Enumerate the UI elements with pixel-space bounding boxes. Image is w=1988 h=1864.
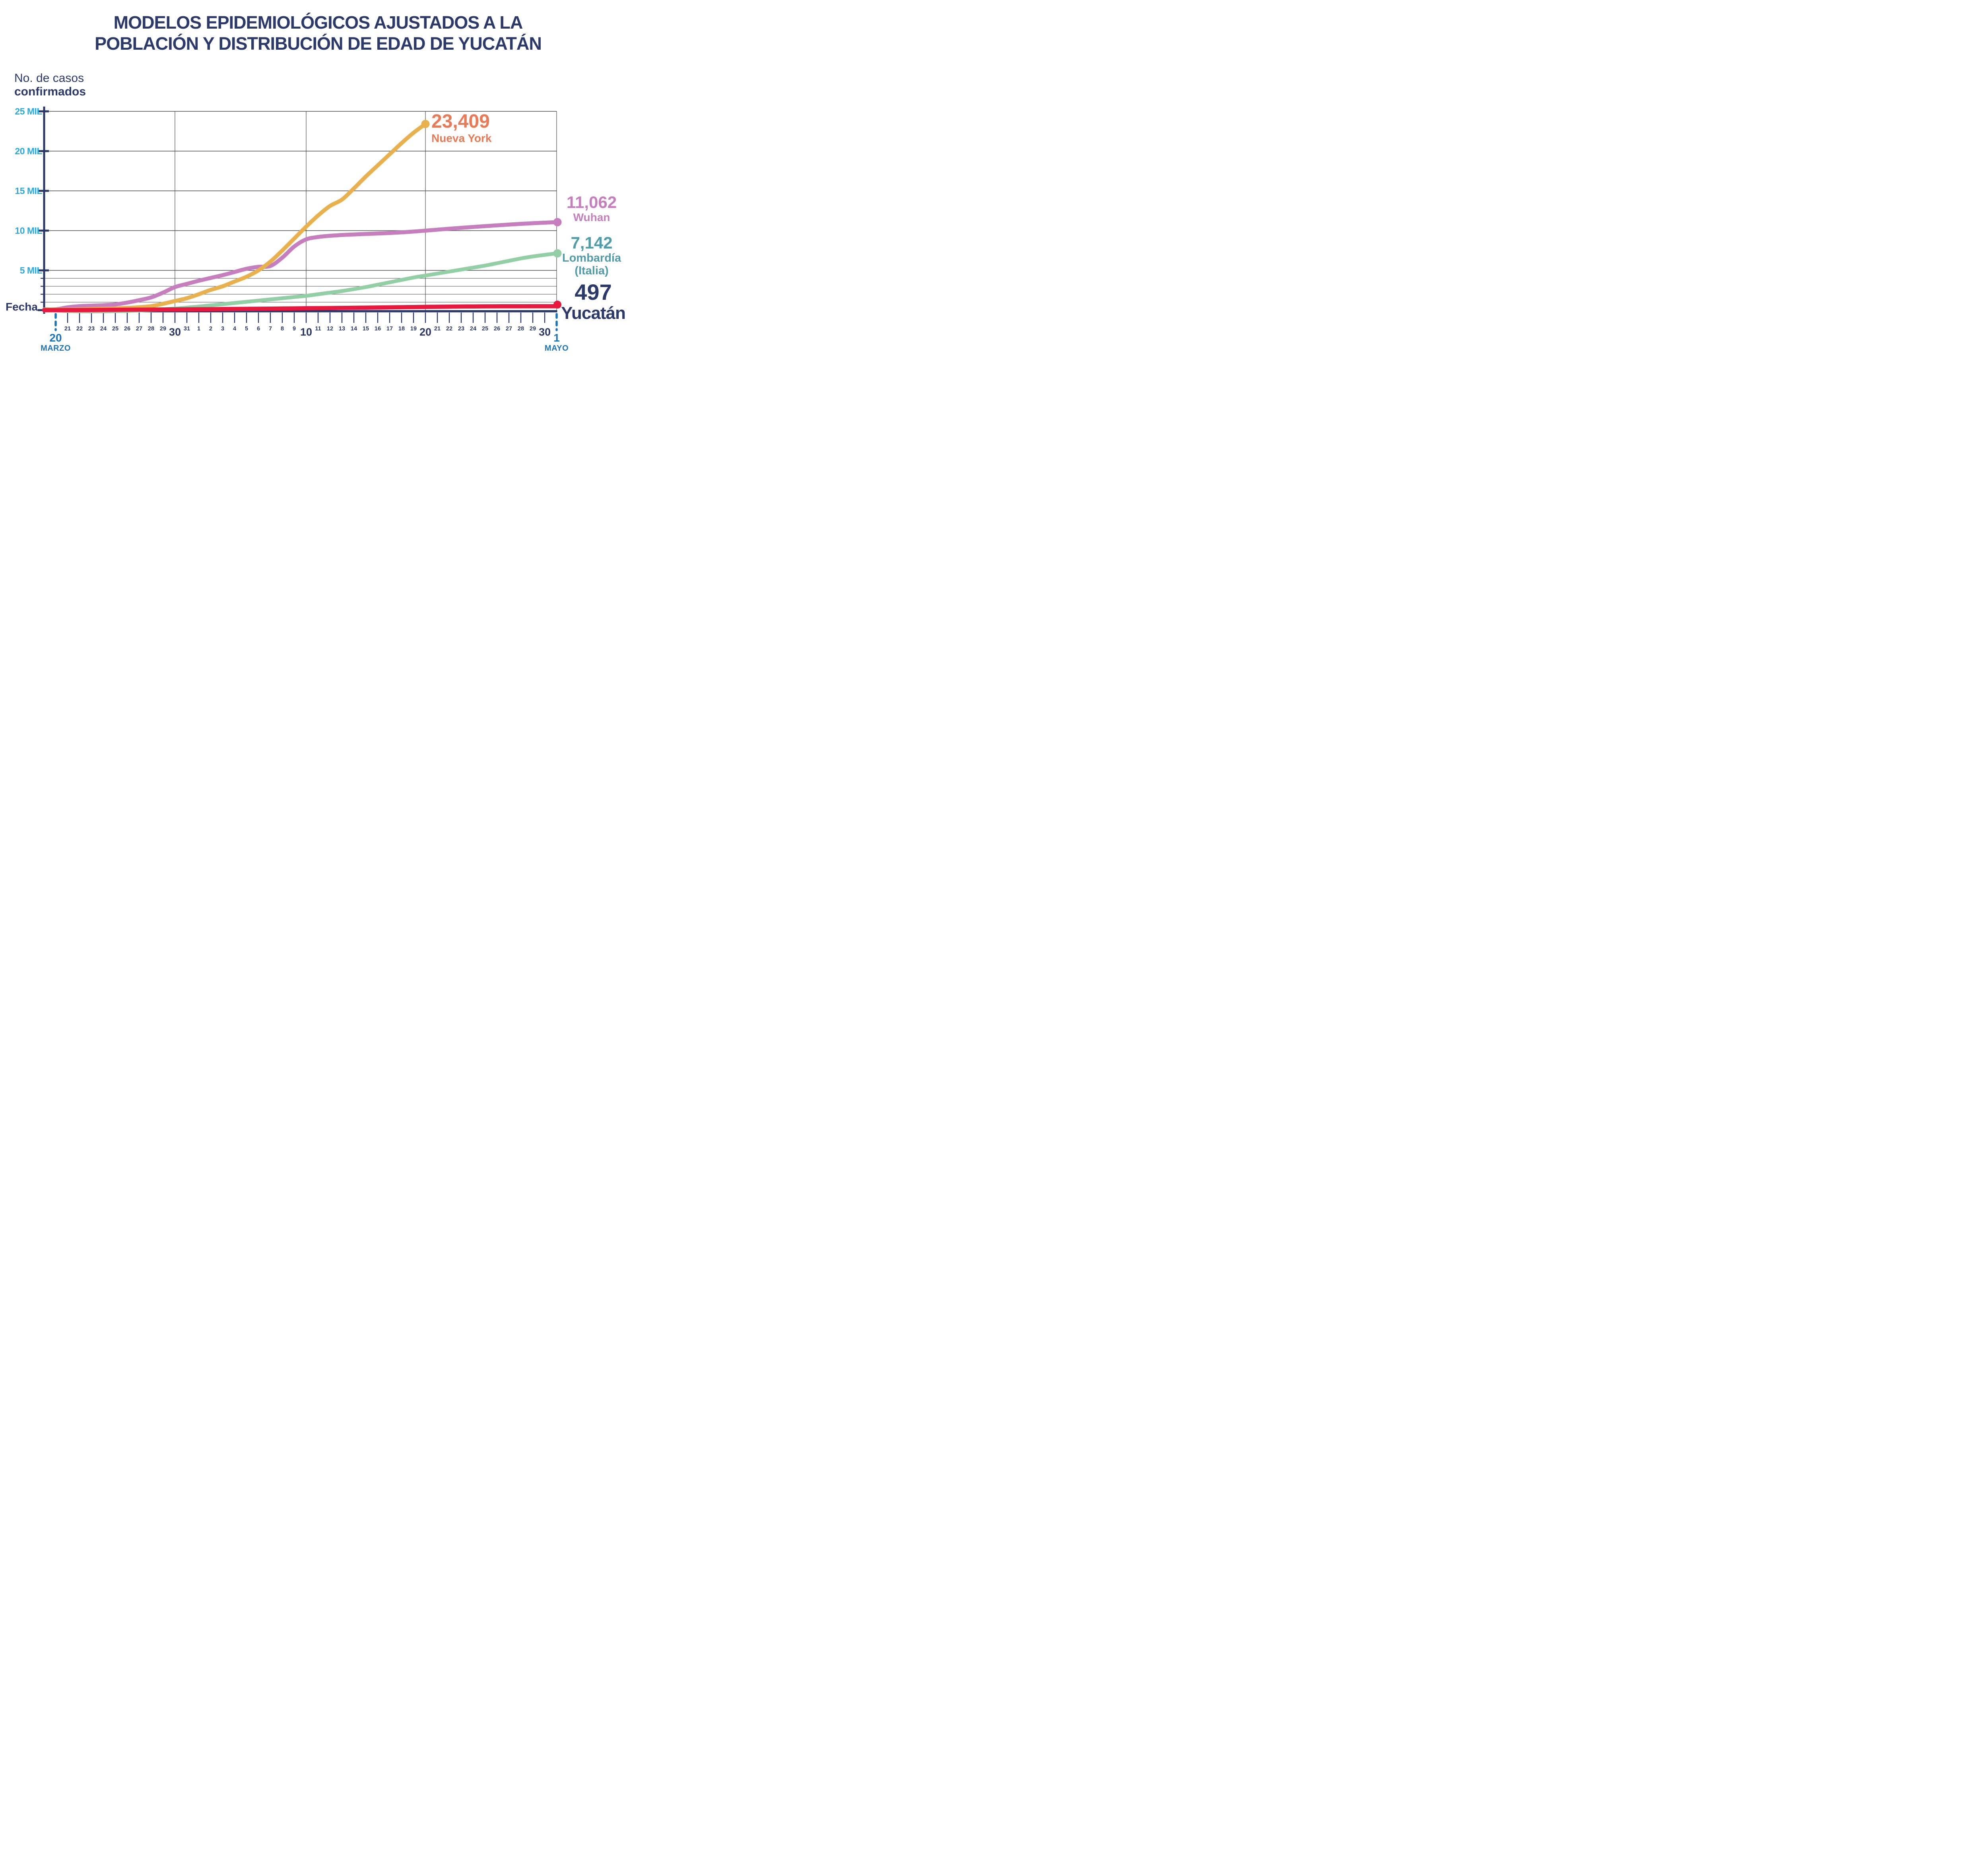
name-lombardia: Lombardía <box>562 252 621 264</box>
day-label-small: 17 <box>386 326 393 332</box>
day-label-small: 8 <box>281 326 284 332</box>
day-label-small: 25 <box>482 326 488 332</box>
day-label-small: 4 <box>233 326 236 332</box>
x-axis-title: Fecha <box>6 301 38 313</box>
day-label-small: 25 <box>112 326 118 332</box>
day-label-small: 6 <box>257 326 260 332</box>
day-label-small: 29 <box>530 326 536 332</box>
value-wuhan: 11,062 <box>566 193 617 212</box>
name-wuhan: Wuhan <box>573 211 610 223</box>
y-tick-major <box>38 150 49 152</box>
day-label-small: 14 <box>351 326 357 332</box>
day-label-small: 22 <box>446 326 452 332</box>
y-tick-major <box>38 269 49 272</box>
y-tick-label: 25 MIL <box>15 106 42 116</box>
y-axis-title-line1: No. de casos <box>14 72 84 85</box>
curve-nueva-york <box>42 122 427 312</box>
x-start-day: 20 <box>49 332 62 344</box>
chart-title: MODELOS EPIDEMIOLÓGICOS AJUSTADOS A LA P… <box>0 12 636 54</box>
day-label-small: 26 <box>124 326 130 332</box>
y-tick-major <box>38 110 49 113</box>
y-tick-label: 20 MIL <box>15 146 42 156</box>
curve-wuhan <box>42 220 559 312</box>
day-label-small: 21 <box>434 326 441 332</box>
endpoint-nueva-york <box>421 120 430 128</box>
day-label-small: 26 <box>494 326 500 332</box>
x-end-month: MAYO <box>544 344 569 353</box>
x-end-date: 1 MAYO <box>533 332 580 353</box>
day-label-small: 1 <box>197 326 200 332</box>
day-label-small: 21 <box>64 326 71 332</box>
day-label-big: 30 <box>539 326 551 338</box>
name-lombardia-sub: (Italia) <box>575 264 609 277</box>
day-label-small: 23 <box>88 326 95 332</box>
label-yucatan: 497 Yucatán <box>557 281 629 323</box>
day-label-small: 31 <box>184 326 190 332</box>
endpoint-lombardia <box>553 249 562 258</box>
day-label-small: 24 <box>470 326 476 332</box>
day-label-small: 13 <box>339 326 345 332</box>
curve-yucatan <box>42 304 559 313</box>
day-label-small: 2 <box>209 326 212 332</box>
x-start-month: MARZO <box>41 344 71 353</box>
x-end-day: 1 <box>553 332 560 344</box>
day-label-small: 28 <box>518 326 524 332</box>
day-label-small: 18 <box>398 326 405 332</box>
y-tick-minor <box>41 301 44 303</box>
y-tick-major <box>38 229 49 232</box>
x-axis-line <box>43 310 557 313</box>
day-label-small: 19 <box>410 326 417 332</box>
day-label-small: 28 <box>148 326 154 332</box>
day-label-big: 30 <box>169 326 181 338</box>
y-axis-title: No. de casos confirmados <box>14 72 86 99</box>
infographic-canvas: MODELOS EPIDEMIOLÓGICOS AJUSTADOS A LA P… <box>0 0 636 373</box>
day-label-small: 23 <box>458 326 464 332</box>
value-lombardia: 7,142 <box>571 233 613 252</box>
y-axis-title-line2: confirmados <box>14 85 86 98</box>
day-label-small: 15 <box>363 326 369 332</box>
y-tick-minor <box>41 285 44 287</box>
label-wuhan: 11,062 Wuhan <box>556 193 627 223</box>
day-label-small: 7 <box>269 326 272 332</box>
y-tick-label: 10 MIL <box>15 225 42 236</box>
day-label-small: 27 <box>506 326 512 332</box>
day-label-small: 24 <box>100 326 107 332</box>
day-label-small: 5 <box>245 326 248 332</box>
endpoint-wuhan <box>553 218 562 227</box>
y-tick-label: 15 MIL <box>15 186 42 196</box>
x-start-date: 20 MARZO <box>32 332 80 353</box>
y-tick-minor <box>41 278 44 279</box>
y-tick-minor <box>41 293 44 295</box>
value-yucatan: 497 <box>575 280 612 305</box>
day-label-big: 10 <box>300 326 312 338</box>
name-yucatan: Yucatán <box>561 303 626 323</box>
day-label-small: 29 <box>160 326 166 332</box>
day-label-small: 11 <box>315 326 321 332</box>
day-label-small: 3 <box>221 326 224 332</box>
chart-title-line1: MODELOS EPIDEMIOLÓGICOS AJUSTADOS A LA <box>113 12 523 33</box>
y-tick-label: 5 MIL <box>20 265 43 276</box>
chart-title-line2: POBLACIÓN Y DISTRIBUCIÓN DE EDAD DE YUCA… <box>95 33 542 54</box>
day-label-small: 16 <box>375 326 381 332</box>
y-axis-line <box>43 107 45 314</box>
day-label-small: 27 <box>136 326 142 332</box>
day-label-small: 12 <box>327 326 333 332</box>
value-nueva-york: 23,409 <box>431 111 490 132</box>
chart-plot: 21 22 23 24 25 26 27 28 29 30 31 1 2 3 4 5 6 7 8 9 10 11 12 13 1… <box>15 106 562 338</box>
day-label-big: 20 <box>419 326 431 338</box>
y-tick-major <box>38 190 49 192</box>
label-nueva-york: 23,409 Nueva York <box>431 111 492 145</box>
day-label-small: 22 <box>76 326 83 332</box>
name-nueva-york: Nueva York <box>431 132 492 144</box>
day-label-small: 9 <box>293 326 296 332</box>
label-lombardia: 7,142 Lombardía (Italia) <box>554 234 629 277</box>
endpoint-yucatan <box>553 301 561 309</box>
